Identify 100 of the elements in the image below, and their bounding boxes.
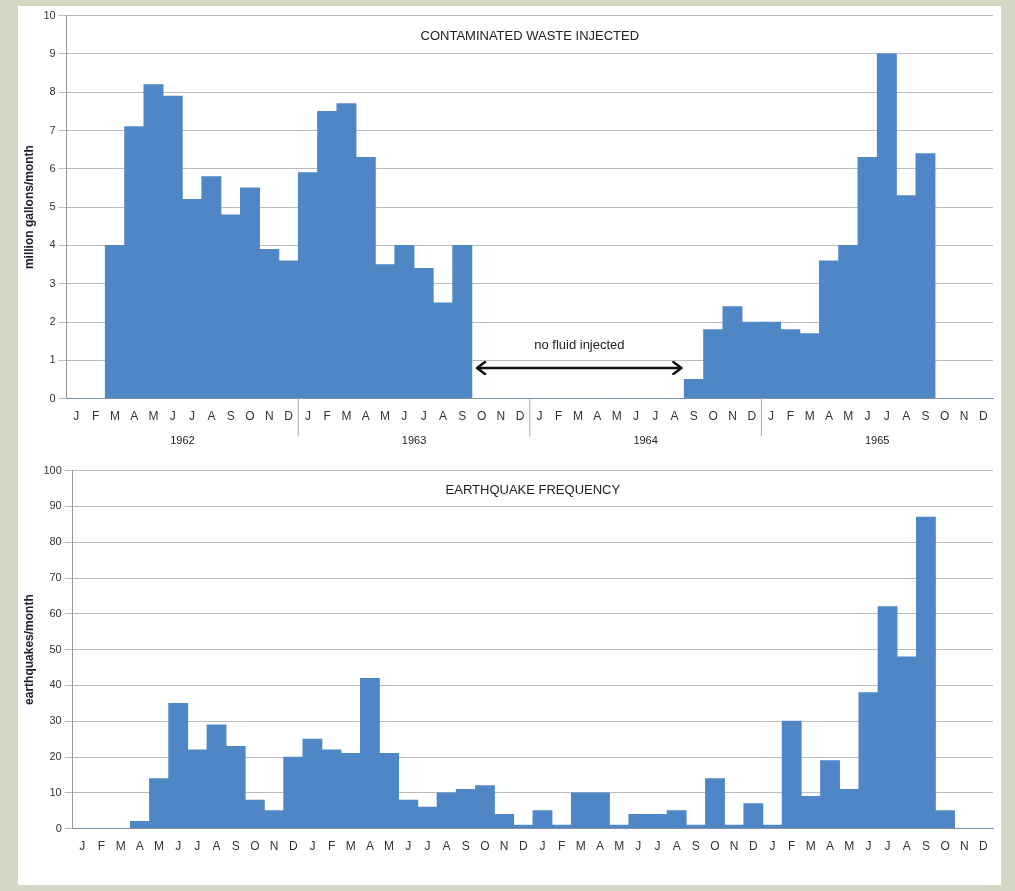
y-tick-label: 2 [49, 315, 56, 328]
x-tick-label: F [786, 409, 795, 424]
y-tick-label: 4 [49, 238, 56, 251]
x-tick-label: A [207, 409, 216, 424]
y-tick-label: 80 [49, 535, 62, 548]
x-tick-label: S [461, 839, 470, 854]
x-tick-label: J [420, 409, 427, 424]
text: CONTAMINATED WASTE INJECTED [420, 28, 640, 44]
x-tick-label: A [438, 409, 447, 424]
x-tick-label: O [710, 839, 720, 854]
x-tick-label: M [148, 409, 159, 424]
y-tick-label: 90 [49, 499, 62, 512]
x-tick-label: A [902, 839, 911, 854]
x-tick-label: D [284, 409, 294, 424]
x-tick-label: D [515, 409, 525, 424]
y-tick-label: 100 [43, 463, 62, 476]
text: 1962 [170, 433, 195, 446]
x-tick-label: F [323, 409, 331, 424]
y-tick-label: 5 [49, 200, 56, 213]
x-tick-label: O [708, 409, 718, 424]
y-tick-label: 8 [49, 85, 56, 98]
x-tick-label: A [361, 409, 370, 424]
x-tick-label: D [979, 409, 989, 424]
x-tick-label: M [380, 409, 391, 424]
x-tick-label: J [309, 839, 316, 854]
text: 1963 [401, 433, 427, 446]
x-tick-label: F [97, 839, 106, 854]
x-tick-label: A [595, 839, 604, 854]
y-tick-label: 6 [49, 161, 56, 174]
x-tick-label: S [921, 839, 930, 854]
x-tick-label: J [635, 839, 642, 854]
x-tick-label: M [573, 409, 584, 424]
y-tick-label: 3 [49, 276, 56, 289]
y-tick-label: 60 [49, 606, 62, 619]
x-tick-label: S [231, 839, 240, 854]
x-tick-label: D [747, 409, 757, 424]
x-tick-label: N [729, 839, 739, 854]
x-tick-label: J [864, 409, 871, 424]
x-tick-label: S [691, 839, 700, 854]
x-tick-label: D [518, 839, 528, 854]
y-tick-label: 70 [49, 571, 62, 584]
x-tick-label: A [824, 409, 833, 424]
x-tick-label: S [226, 409, 235, 424]
y-tick-label: 40 [49, 678, 62, 691]
x-tick-label: D [979, 839, 989, 854]
x-tick-label: N [269, 839, 279, 854]
x-tick-label: A [135, 839, 144, 854]
x-tick-label: O [250, 839, 260, 854]
x-tick-label: J [424, 839, 431, 854]
x-tick-label: J [654, 839, 661, 854]
x-tick-label: M [345, 839, 356, 854]
x-tick-label: S [921, 409, 930, 424]
x-tick-label: M [843, 409, 854, 424]
y-tick-label: 20 [49, 750, 62, 763]
y-tick-label: 30 [49, 714, 62, 727]
x-tick-label: A [130, 409, 139, 424]
x-tick-label: J [884, 839, 891, 854]
y-tick-label: 7 [49, 123, 56, 136]
x-tick-label: J [405, 839, 412, 854]
y-tick-label: 1 [49, 353, 56, 366]
y-tick-label: 50 [49, 642, 62, 655]
x-tick-label: S [458, 409, 467, 424]
x-tick-label: N [728, 409, 737, 424]
y-tick-label: 10 [49, 785, 62, 798]
x-tick-label: F [557, 839, 566, 854]
x-tick-label: J [536, 409, 543, 424]
x-tick-label: J [304, 409, 311, 424]
x-tick-label: A [826, 839, 835, 854]
x-tick-label: J [73, 409, 80, 424]
x-tick-label: J [539, 839, 546, 854]
x-tick-label: J [401, 409, 408, 424]
x-tick-label: N [499, 839, 509, 854]
x-tick-label: J [768, 409, 775, 424]
x-tick-label: A [670, 409, 679, 424]
x-tick-label: J [189, 409, 196, 424]
x-tick-label: M [109, 409, 120, 424]
x-tick-label: F [555, 409, 563, 424]
x-tick-label: J [194, 839, 201, 854]
x-tick-label: J [769, 839, 776, 854]
x-tick-label: F [327, 839, 336, 854]
annotation: no fluid injected [534, 336, 625, 352]
x-tick-label: A [365, 839, 374, 854]
x-tick-label: M [804, 409, 815, 424]
x-tick-label: J [175, 839, 182, 854]
x-tick-label: F [788, 839, 796, 854]
x-tick-label: O [940, 839, 950, 854]
x-tick-label: N [959, 409, 969, 424]
x-tick-label: O [480, 839, 490, 854]
x-tick-label: O [476, 409, 487, 424]
x-tick-label: S [689, 409, 698, 424]
x-tick-label: M [805, 839, 816, 854]
text: 1965 [864, 433, 890, 446]
x-tick-label: A [593, 409, 602, 424]
x-tick-label: A [672, 839, 681, 854]
x-tick-label: A [442, 839, 451, 854]
x-tick-label: A [902, 409, 911, 424]
x-tick-label: M [844, 839, 855, 854]
y-tick-label: 0 [49, 391, 56, 404]
y-tick-label: 10 [43, 8, 56, 21]
x-tick-label: N [264, 409, 274, 424]
